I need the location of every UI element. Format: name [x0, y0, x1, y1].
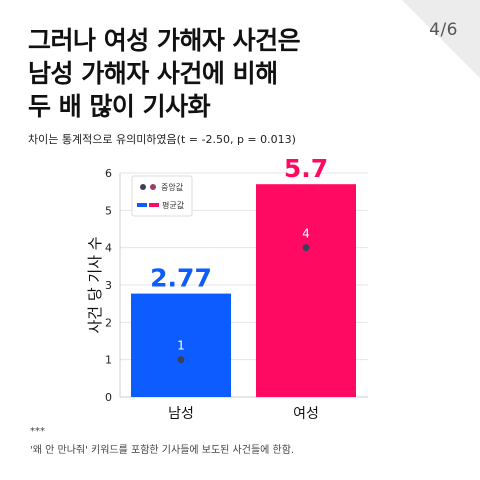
title-line-1: 그러나 여성 가해자 사건은	[28, 26, 301, 55]
y-axis-label: 사건 당 기사 수	[86, 236, 104, 333]
page-title: 그러나 여성 가해자 사건은 남성 가해자 사건에 비해 두 배 많이 기사화	[28, 24, 388, 123]
y-tick-label: 3	[105, 279, 112, 292]
y-tick-label: 6	[105, 167, 112, 180]
y-tick-label: 0	[105, 391, 112, 404]
bar-value-label: 2.77	[150, 264, 212, 293]
legend-median-label: 중앙값	[161, 182, 184, 192]
legend-mean-swatch	[149, 203, 159, 207]
title-line-2: 남성 가해자 사건에 비해	[28, 59, 278, 88]
median-value-label: 1	[177, 339, 185, 353]
legend-mean-label: 평균값	[162, 200, 185, 210]
bar-value-label: 5.7	[284, 154, 328, 183]
x-tick-label: 여성	[293, 406, 319, 420]
legend-mean-swatch	[137, 203, 147, 207]
chart-subtitle: 차이는 통계적으로 유의미하였음(t = -2.50, p = 0.013)	[28, 133, 296, 146]
y-tick-label: 5	[105, 204, 112, 217]
title-line-3: 두 배 많이 기사화	[28, 92, 211, 121]
legend-median-dot	[140, 184, 146, 190]
y-tick-label: 2	[105, 316, 112, 329]
y-tick-label: 4	[105, 242, 112, 255]
corner-fold	[402, 0, 480, 78]
y-tick-label: 1	[105, 354, 112, 367]
bar-female	[256, 184, 356, 397]
x-tick-label: 남성	[168, 406, 194, 420]
median-point	[302, 244, 310, 252]
bar-male	[131, 293, 231, 397]
footnote-mark: ***	[30, 426, 45, 437]
footnote: '왜 안 만나줘' 키워드를 포함한 기사들에 보도된 사건들에 한함.	[30, 445, 295, 456]
median-value-label: 4	[302, 227, 310, 241]
legend-median-dot	[150, 184, 156, 190]
median-point	[177, 356, 185, 364]
page-number: 4/6	[429, 20, 458, 40]
legend-box	[131, 175, 193, 217]
